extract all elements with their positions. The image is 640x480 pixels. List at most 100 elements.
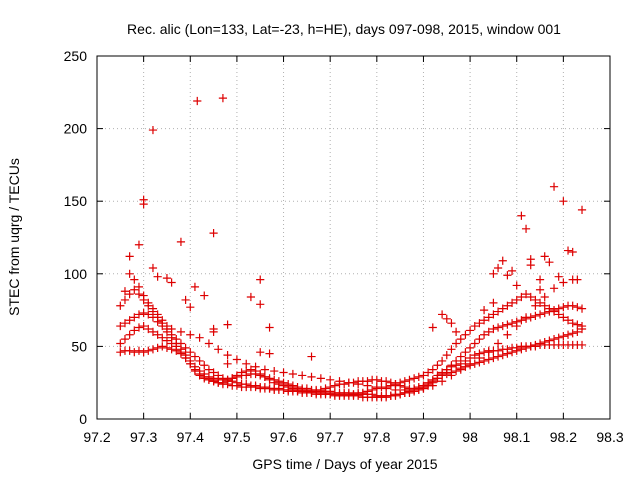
data-point bbox=[512, 281, 521, 290]
data-point bbox=[139, 348, 148, 357]
data-point bbox=[545, 304, 554, 313]
x-tick-label: 97.5 bbox=[223, 429, 250, 445]
data-point bbox=[549, 307, 559, 316]
data-point bbox=[167, 324, 176, 334]
data-point bbox=[162, 336, 172, 345]
data-point bbox=[554, 310, 563, 319]
x-tick-label: 97.9 bbox=[410, 429, 437, 445]
x-axis-ticks: 97.2 97.3 97.4 97.5 97.6 97.7 97.8 97.9 98 98.1 98… bbox=[83, 56, 624, 445]
data-point bbox=[540, 308, 549, 318]
data-points bbox=[116, 94, 587, 402]
data-point bbox=[195, 366, 204, 376]
data-point bbox=[153, 272, 162, 281]
data-point bbox=[498, 351, 507, 360]
x-tick-label: 98.3 bbox=[596, 429, 623, 445]
data-point bbox=[130, 313, 139, 322]
data-point bbox=[465, 359, 475, 368]
data-point bbox=[340, 380, 349, 389]
data-point bbox=[256, 275, 265, 284]
data-point bbox=[256, 348, 265, 357]
x-tick-label: 98.2 bbox=[550, 429, 577, 445]
data-point bbox=[139, 291, 148, 300]
data-point bbox=[153, 330, 162, 339]
data-point bbox=[549, 182, 559, 191]
data-point bbox=[139, 308, 148, 318]
data-point bbox=[148, 125, 158, 135]
data-point bbox=[232, 355, 242, 364]
x-tick-label: 97.3 bbox=[130, 429, 157, 445]
data-point bbox=[120, 295, 130, 305]
data-point bbox=[251, 362, 260, 371]
data-point bbox=[148, 304, 158, 313]
data-point bbox=[507, 298, 517, 307]
data-point bbox=[531, 311, 540, 321]
y-axis-ticks: 0 50 100 150 200 250 bbox=[64, 48, 610, 427]
data-point bbox=[410, 374, 419, 383]
x-tick-label: 97.2 bbox=[83, 429, 110, 445]
data-point bbox=[470, 321, 479, 331]
data-point bbox=[568, 329, 577, 338]
data-point bbox=[419, 384, 428, 393]
data-point bbox=[573, 327, 582, 336]
data-point bbox=[428, 323, 437, 332]
data-point bbox=[279, 368, 288, 377]
data-point bbox=[358, 388, 367, 397]
y-tick-label: 200 bbox=[64, 121, 88, 137]
data-point bbox=[503, 320, 512, 329]
data-point bbox=[307, 372, 316, 381]
data-point bbox=[158, 342, 167, 351]
data-point bbox=[577, 205, 587, 215]
data-point bbox=[442, 351, 451, 360]
data-point bbox=[162, 274, 172, 283]
data-point bbox=[493, 263, 503, 273]
y-axis-label: STEC from uqrg / TECUs bbox=[6, 158, 22, 316]
data-point bbox=[517, 345, 526, 354]
y-tick-label: 250 bbox=[64, 48, 88, 64]
data-point bbox=[410, 385, 419, 395]
data-point bbox=[116, 339, 125, 348]
data-point bbox=[274, 377, 283, 386]
data-point bbox=[531, 340, 540, 350]
data-point bbox=[405, 375, 414, 384]
data-point bbox=[148, 263, 158, 273]
data-point bbox=[130, 348, 139, 357]
data-point bbox=[116, 321, 125, 331]
data-point bbox=[489, 298, 498, 307]
data-point bbox=[447, 371, 456, 380]
data-point bbox=[134, 240, 144, 249]
data-point bbox=[130, 275, 139, 284]
data-point bbox=[526, 260, 535, 270]
data-point bbox=[228, 377, 237, 386]
data-point bbox=[438, 310, 447, 319]
data-point bbox=[200, 291, 209, 300]
data-point bbox=[223, 375, 232, 384]
data-point bbox=[507, 266, 517, 275]
data-point bbox=[144, 324, 153, 334]
data-point bbox=[540, 292, 549, 302]
data-point bbox=[391, 385, 400, 395]
data-point bbox=[372, 382, 381, 392]
data-point bbox=[489, 310, 498, 319]
data-point bbox=[512, 295, 521, 305]
data-point bbox=[307, 352, 316, 361]
data-point bbox=[484, 348, 493, 357]
data-point bbox=[573, 320, 582, 329]
data-point bbox=[517, 292, 526, 302]
data-point bbox=[148, 327, 158, 336]
data-point bbox=[456, 365, 465, 374]
data-point bbox=[517, 211, 526, 220]
data-point bbox=[195, 333, 204, 342]
data-point bbox=[568, 301, 577, 310]
data-point bbox=[559, 313, 568, 322]
data-point bbox=[493, 307, 503, 316]
data-point bbox=[368, 385, 377, 395]
data-point bbox=[540, 252, 549, 261]
data-point bbox=[186, 348, 195, 357]
data-point bbox=[116, 348, 125, 357]
data-point bbox=[400, 377, 409, 386]
data-point bbox=[242, 380, 251, 389]
data-point bbox=[526, 292, 535, 302]
data-point bbox=[134, 290, 144, 299]
x-tick-label: 97.4 bbox=[177, 429, 204, 445]
data-point bbox=[218, 374, 228, 383]
